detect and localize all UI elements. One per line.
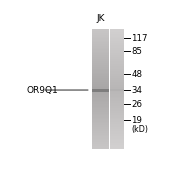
Text: JK: JK xyxy=(96,14,105,23)
Text: 34: 34 xyxy=(131,86,142,94)
Text: 26: 26 xyxy=(131,100,142,109)
Text: 85: 85 xyxy=(131,47,142,56)
Text: (kD): (kD) xyxy=(131,125,148,134)
Text: 117: 117 xyxy=(131,34,148,43)
Text: OR9Q1: OR9Q1 xyxy=(27,86,58,94)
Text: 48: 48 xyxy=(131,70,142,79)
Text: 19: 19 xyxy=(131,116,142,125)
